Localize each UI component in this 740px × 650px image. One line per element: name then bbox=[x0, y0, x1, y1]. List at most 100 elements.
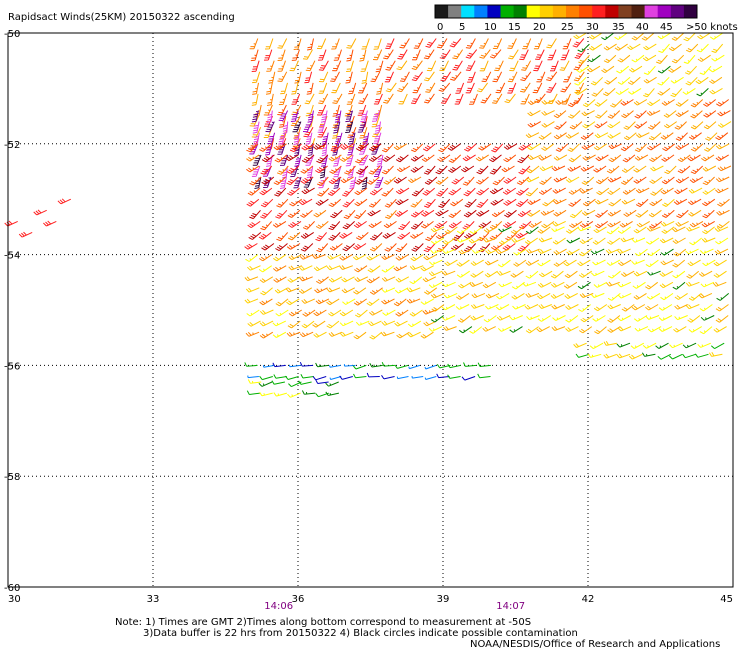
wind-barb bbox=[515, 231, 529, 239]
wind-barb bbox=[682, 342, 697, 349]
wind-barb bbox=[425, 82, 436, 93]
wind-barb bbox=[537, 248, 552, 254]
wind-barb bbox=[647, 248, 661, 257]
wind-barb bbox=[533, 60, 543, 72]
wind-barb bbox=[420, 298, 435, 305]
wind-barb bbox=[345, 154, 354, 167]
wind-barb bbox=[646, 110, 661, 116]
wind-barb bbox=[316, 38, 327, 50]
wind-barb bbox=[657, 88, 671, 96]
wind-barb bbox=[641, 352, 656, 357]
wind-barb bbox=[354, 187, 368, 196]
wind-barb bbox=[444, 259, 458, 267]
wind-barb bbox=[572, 38, 585, 48]
wind-barb bbox=[457, 315, 471, 323]
wind-barb bbox=[277, 143, 286, 155]
wind-barb bbox=[527, 154, 542, 161]
wind-barb bbox=[687, 154, 701, 162]
wind-barb bbox=[699, 248, 714, 254]
wind-barb bbox=[355, 320, 370, 326]
wind-barb bbox=[716, 221, 730, 229]
wind-barb bbox=[345, 110, 353, 123]
wind-barb bbox=[617, 315, 631, 322]
wind-barb bbox=[650, 187, 663, 196]
wind-barb bbox=[373, 93, 383, 105]
wind-barb bbox=[306, 82, 314, 95]
y-tick-label: -60 bbox=[4, 583, 20, 594]
wind-barb bbox=[371, 143, 380, 155]
wind-barb bbox=[443, 292, 458, 299]
wind-barb bbox=[617, 54, 631, 63]
wind-barb bbox=[447, 363, 461, 369]
wind-barb bbox=[520, 71, 532, 82]
wind-barb bbox=[712, 281, 727, 287]
wind-barb bbox=[660, 292, 674, 301]
wind-barb bbox=[617, 76, 631, 85]
wind-barb bbox=[689, 220, 704, 228]
wind-barb bbox=[361, 71, 369, 84]
wind-barb bbox=[441, 270, 456, 276]
wind-barb bbox=[348, 132, 356, 145]
wind-barb bbox=[298, 265, 313, 271]
wind-barb bbox=[339, 231, 353, 239]
wind-barb bbox=[476, 165, 489, 175]
wind-barb bbox=[286, 176, 299, 186]
wind-barb bbox=[703, 99, 717, 107]
wind-barb bbox=[411, 143, 424, 153]
wind-barb bbox=[579, 220, 594, 228]
time-label: 14:06 bbox=[264, 601, 293, 612]
y-tick-label: -54 bbox=[4, 251, 20, 262]
wind-barb bbox=[247, 320, 261, 327]
wind-barb bbox=[582, 154, 596, 161]
wind-barb bbox=[621, 110, 634, 119]
wind-barb bbox=[436, 187, 449, 197]
wind-barb bbox=[465, 82, 475, 94]
wind-barb bbox=[348, 82, 357, 95]
wind-barb bbox=[525, 326, 539, 334]
wind-barb bbox=[326, 265, 341, 271]
wind-barb bbox=[552, 187, 566, 194]
wind-barb bbox=[358, 93, 369, 105]
wind-barb bbox=[346, 60, 354, 72]
wind-barb bbox=[43, 220, 57, 227]
wind-barb bbox=[491, 143, 504, 153]
wind-barb bbox=[674, 121, 687, 130]
wind-barb bbox=[717, 110, 731, 117]
wind-barb bbox=[568, 187, 582, 195]
wind-barb bbox=[526, 248, 540, 254]
wind-barb bbox=[602, 88, 616, 97]
wind-barb bbox=[290, 165, 299, 178]
wind-barb bbox=[411, 71, 423, 82]
wind-barb bbox=[504, 93, 516, 104]
wind-barb bbox=[382, 231, 396, 239]
wind-barb bbox=[413, 38, 424, 49]
wind-barb bbox=[515, 198, 529, 208]
wind-barb bbox=[553, 209, 567, 217]
wind-barb bbox=[381, 298, 395, 305]
wind-barb bbox=[504, 209, 517, 218]
wind-barb bbox=[468, 237, 483, 244]
wind-barb bbox=[425, 38, 437, 48]
wind-barb bbox=[422, 309, 437, 315]
wind-barb bbox=[347, 143, 355, 156]
wind-barb bbox=[352, 254, 367, 261]
wind-barb bbox=[491, 209, 505, 218]
wind-barb bbox=[634, 154, 649, 161]
colorbar-label: 45 bbox=[660, 22, 673, 33]
colorbar-swatch bbox=[552, 5, 567, 18]
wind-barb bbox=[588, 32, 603, 40]
wind-barb bbox=[439, 49, 451, 60]
wind-barb bbox=[716, 293, 730, 301]
wind-barb bbox=[437, 154, 451, 162]
wind-barb bbox=[537, 259, 551, 267]
wind-barb bbox=[441, 304, 456, 311]
wind-barb bbox=[662, 143, 676, 152]
wind-barb bbox=[682, 353, 696, 359]
wind-barb bbox=[273, 254, 287, 262]
colorbar-swatch bbox=[500, 5, 515, 18]
wind-barb bbox=[525, 187, 539, 197]
wind-barb bbox=[660, 132, 674, 140]
wind-barb bbox=[592, 315, 606, 322]
wind-barb bbox=[329, 243, 343, 251]
wind-barb bbox=[715, 132, 729, 141]
